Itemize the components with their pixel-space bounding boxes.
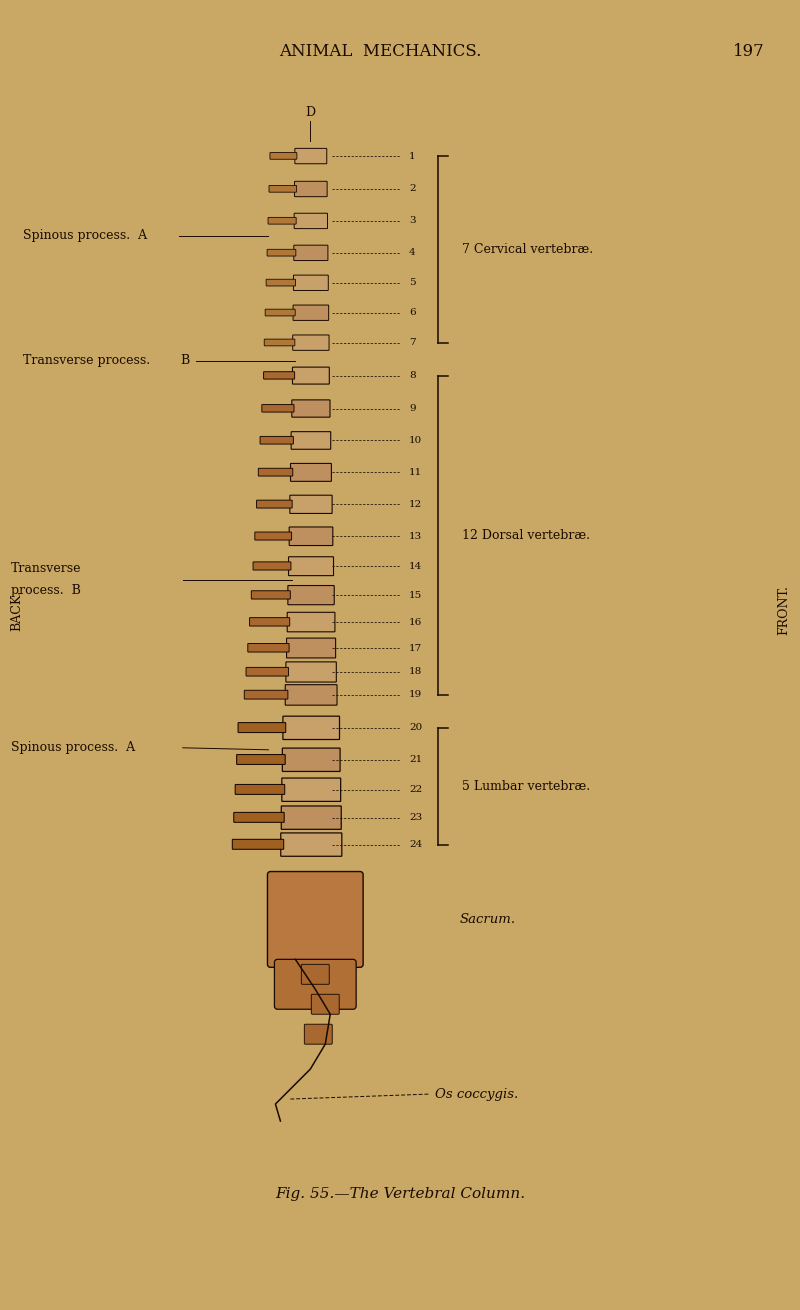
FancyBboxPatch shape <box>253 562 291 570</box>
FancyBboxPatch shape <box>282 778 341 802</box>
FancyBboxPatch shape <box>291 432 330 449</box>
Text: 10: 10 <box>409 436 422 445</box>
Text: ANIMAL  MECHANICS.: ANIMAL MECHANICS. <box>279 43 482 60</box>
FancyBboxPatch shape <box>311 994 339 1014</box>
FancyBboxPatch shape <box>267 249 296 255</box>
Text: 19: 19 <box>409 690 422 700</box>
FancyBboxPatch shape <box>304 1024 332 1044</box>
FancyBboxPatch shape <box>290 464 331 481</box>
Text: 11: 11 <box>409 468 422 477</box>
Text: 17: 17 <box>409 643 422 652</box>
Text: 7: 7 <box>409 338 415 347</box>
Text: Transverse: Transverse <box>11 562 82 575</box>
FancyBboxPatch shape <box>263 372 294 379</box>
FancyBboxPatch shape <box>293 305 329 321</box>
FancyBboxPatch shape <box>286 638 336 658</box>
FancyBboxPatch shape <box>287 612 335 631</box>
Text: Os coccygis.: Os coccygis. <box>435 1087 518 1100</box>
Text: 6: 6 <box>409 308 415 317</box>
FancyBboxPatch shape <box>274 959 356 1009</box>
FancyBboxPatch shape <box>244 690 288 700</box>
Text: B: B <box>181 354 190 367</box>
FancyBboxPatch shape <box>260 436 294 444</box>
FancyBboxPatch shape <box>293 367 330 384</box>
FancyBboxPatch shape <box>264 339 295 346</box>
Text: 2: 2 <box>409 185 415 194</box>
Text: 197: 197 <box>733 43 765 60</box>
FancyBboxPatch shape <box>288 586 334 605</box>
FancyBboxPatch shape <box>267 871 363 967</box>
Text: 22: 22 <box>409 785 422 794</box>
Text: 5 Lumbar vertebræ.: 5 Lumbar vertebræ. <box>462 779 590 793</box>
FancyBboxPatch shape <box>262 405 294 413</box>
FancyBboxPatch shape <box>281 833 342 857</box>
Text: 16: 16 <box>409 617 422 626</box>
FancyBboxPatch shape <box>294 275 328 291</box>
FancyBboxPatch shape <box>251 591 290 599</box>
FancyBboxPatch shape <box>237 755 285 765</box>
FancyBboxPatch shape <box>292 400 330 417</box>
FancyBboxPatch shape <box>283 717 339 740</box>
FancyBboxPatch shape <box>290 495 332 514</box>
FancyBboxPatch shape <box>294 181 327 196</box>
FancyBboxPatch shape <box>269 186 297 193</box>
Text: Spinous process.  A: Spinous process. A <box>23 229 147 242</box>
Text: 13: 13 <box>409 532 422 541</box>
Text: 5: 5 <box>409 278 415 287</box>
Text: 20: 20 <box>409 723 422 732</box>
FancyBboxPatch shape <box>238 723 286 732</box>
Text: 21: 21 <box>409 756 422 764</box>
Text: D: D <box>306 106 315 119</box>
FancyBboxPatch shape <box>286 662 336 683</box>
FancyBboxPatch shape <box>294 214 327 229</box>
Text: process.  B: process. B <box>11 584 82 596</box>
Text: 24: 24 <box>409 840 422 849</box>
FancyBboxPatch shape <box>266 279 295 286</box>
FancyBboxPatch shape <box>246 667 289 676</box>
Text: Transverse process.: Transverse process. <box>23 354 150 367</box>
Text: 14: 14 <box>409 562 422 571</box>
FancyBboxPatch shape <box>293 335 329 350</box>
FancyBboxPatch shape <box>302 964 330 984</box>
FancyBboxPatch shape <box>255 532 291 540</box>
FancyBboxPatch shape <box>289 527 333 545</box>
Text: Spinous process.  A: Spinous process. A <box>11 741 135 755</box>
FancyBboxPatch shape <box>268 217 296 224</box>
FancyBboxPatch shape <box>232 840 284 849</box>
Text: 15: 15 <box>409 591 422 600</box>
Text: 1: 1 <box>409 152 415 161</box>
FancyBboxPatch shape <box>270 152 297 160</box>
FancyBboxPatch shape <box>294 245 328 261</box>
Text: 3: 3 <box>409 216 415 225</box>
FancyBboxPatch shape <box>289 557 334 575</box>
Text: 12: 12 <box>409 500 422 508</box>
Text: 9: 9 <box>409 403 415 413</box>
FancyBboxPatch shape <box>286 685 337 705</box>
Text: 23: 23 <box>409 814 422 823</box>
Text: 12 Dorsal vertebræ.: 12 Dorsal vertebræ. <box>462 529 590 542</box>
FancyBboxPatch shape <box>250 617 290 626</box>
FancyBboxPatch shape <box>282 806 342 829</box>
Text: Sacrum.: Sacrum. <box>460 913 516 926</box>
Text: Fig. 55.—The Vertebral Column.: Fig. 55.—The Vertebral Column. <box>275 1187 525 1201</box>
FancyBboxPatch shape <box>234 812 284 823</box>
FancyBboxPatch shape <box>258 468 293 476</box>
Text: 7 Cervical vertebræ.: 7 Cervical vertebræ. <box>462 242 593 255</box>
Text: BACK.: BACK. <box>10 590 23 630</box>
Text: 4: 4 <box>409 249 415 257</box>
FancyBboxPatch shape <box>248 643 289 652</box>
FancyBboxPatch shape <box>257 500 292 508</box>
FancyBboxPatch shape <box>235 785 285 794</box>
Text: 18: 18 <box>409 668 422 676</box>
FancyBboxPatch shape <box>282 748 340 772</box>
Text: FRONT.: FRONT. <box>777 586 790 635</box>
FancyBboxPatch shape <box>295 148 326 164</box>
FancyBboxPatch shape <box>265 309 295 316</box>
Text: 8: 8 <box>409 371 415 380</box>
